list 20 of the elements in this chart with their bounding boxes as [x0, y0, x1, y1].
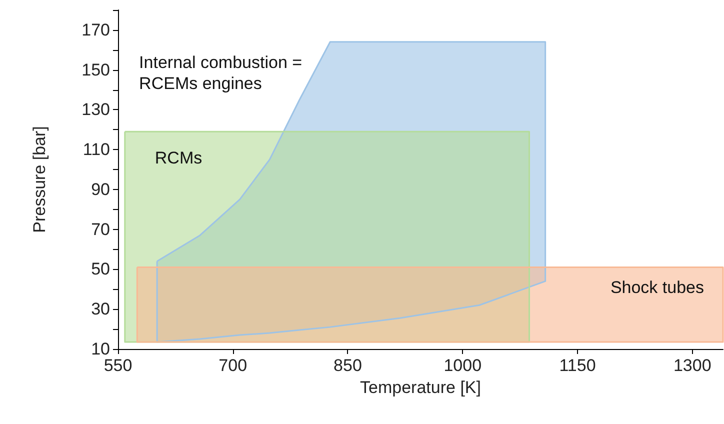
x-axis-title: Temperature [K] [360, 378, 481, 397]
series-label: Internal combustion = RCEMs engines [139, 52, 307, 93]
y-tick-label: 90 [91, 180, 110, 199]
series-label: Shock tubes [610, 278, 704, 298]
y-axis-title: Pressure [bar] [30, 126, 49, 233]
y-tick-label: 10 [91, 340, 110, 358]
x-tick-label: 550 [104, 356, 132, 375]
y-tick-label: 50 [91, 260, 110, 279]
y-tick-label: 130 [82, 100, 110, 120]
x-tick-label: 700 [218, 356, 248, 375]
y-tick-label: 170 [82, 20, 110, 40]
y-tick-label: 70 [91, 220, 110, 239]
x-tick-label: 850 [334, 356, 362, 375]
x-tick-label: 1300 [673, 356, 712, 375]
y-tick-label: 150 [82, 60, 110, 80]
y-tick-label: 30 [91, 300, 110, 319]
y-tick-label: 110 [82, 140, 110, 160]
x-tick-label: 1000 [444, 356, 482, 375]
series-label: RCMs [154, 148, 202, 168]
x-tick-label: 1150 [559, 356, 596, 375]
